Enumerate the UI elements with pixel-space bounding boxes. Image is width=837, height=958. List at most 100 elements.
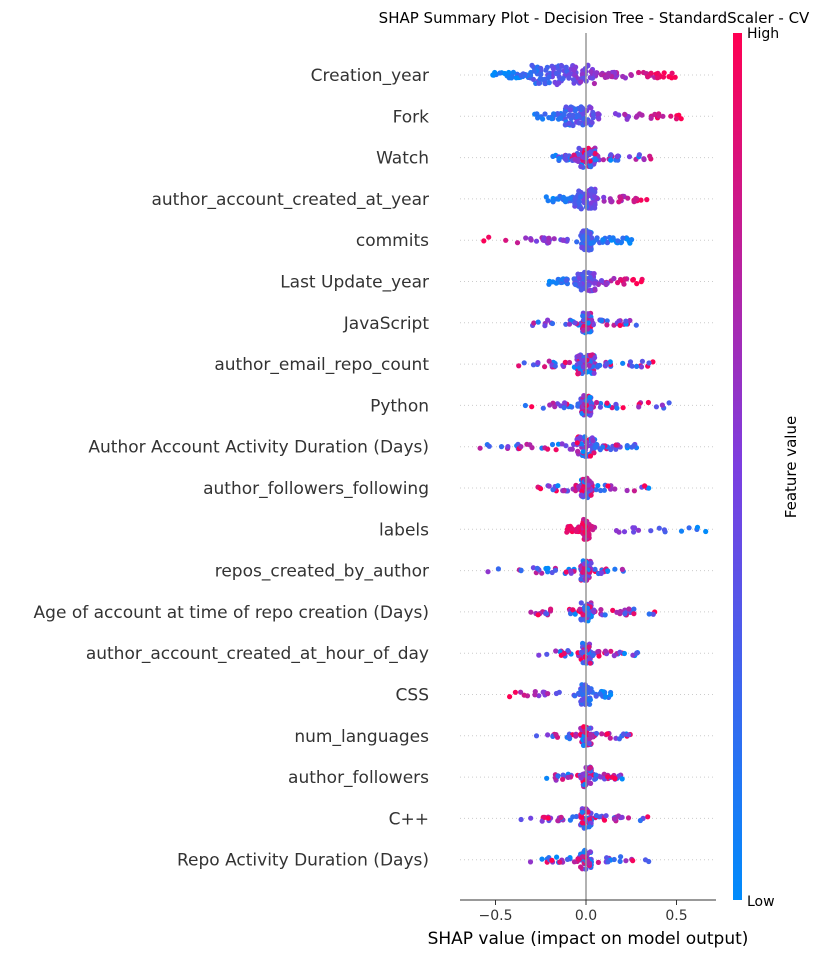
shap-point [605,859,611,865]
shap-point [636,404,642,410]
shap-point [550,198,556,204]
shap-point [587,158,593,164]
shap-point [534,565,540,572]
shap-point [530,362,537,368]
shap-point [624,487,630,494]
shap-point [604,400,610,406]
shap-point [495,566,501,572]
shap-point [580,742,587,749]
feature-points [485,558,626,583]
shap-point [539,856,545,862]
shap-point [626,606,632,612]
shap-point [555,773,561,779]
shap-point [650,611,656,617]
shap-point [540,405,546,411]
shap-point [632,525,638,531]
shap-point [612,486,618,492]
shap-point [660,113,666,119]
shap-point [538,486,544,492]
shap-point [587,731,594,738]
shap-point [638,279,644,285]
shap-point [686,525,692,531]
shap-point [556,80,562,86]
shap-point [581,323,587,329]
shap-point [579,71,586,77]
shap-point [566,75,572,81]
feature-label: Fork [393,107,430,127]
shap-point [628,72,634,78]
shap-point [512,689,519,695]
shap-point [492,69,498,76]
shap-point [578,864,584,870]
shap-point [646,360,652,366]
shap-point [578,163,584,170]
shap-point [531,68,538,74]
shap-point [580,154,586,160]
shap-point [605,568,611,574]
shap-point [580,449,586,455]
shap-point [580,640,586,646]
shap-point [644,197,650,203]
feature-label: Python [370,396,429,416]
shap-point [589,120,595,126]
shap-point [579,809,585,815]
shap-point [518,567,524,573]
shap-point [497,70,503,76]
shap-point [540,116,546,122]
shap-point [620,360,626,366]
shap-point [603,281,609,288]
shap-point [535,115,541,121]
shap-point [613,442,619,448]
shap-point [523,235,529,241]
shap-point [669,70,675,76]
shap-point [549,320,556,327]
shap-point [545,317,551,323]
shap-point [545,691,551,697]
shap-point [566,359,573,366]
shap-point [486,443,492,449]
feature-label: CSS [396,686,429,706]
shap-point [578,441,585,447]
data-points [477,62,709,872]
shap-point [561,650,567,657]
shap-point [587,660,593,666]
shap-point [603,813,609,819]
shap-point [622,276,628,282]
shap-point [535,612,541,618]
shap-point [619,566,626,573]
shap-point [585,482,591,488]
shap-point [631,488,638,494]
shap-point [571,859,578,865]
shap-point [567,195,573,201]
shap-point [624,443,630,449]
shap-point [585,612,592,618]
x-tick-label: 0.5 [665,908,687,924]
shap-point [641,156,647,162]
shap-point [586,644,592,650]
shap-point [563,64,569,70]
shap-point [588,69,594,75]
shap-point [546,235,552,241]
shap-point [608,152,614,158]
shap-point [564,529,570,535]
shap-point [529,62,535,68]
shap-point [568,568,574,574]
feature-points [528,600,658,624]
shap-point [593,70,600,76]
shap-point [595,859,602,866]
shap-point [543,67,549,73]
shap-point [560,75,566,82]
shap-point [569,446,575,452]
shap-point [556,277,562,283]
shap-point [601,198,607,204]
feature-points [533,724,633,749]
shap-point [572,611,578,617]
shap-point [634,363,640,369]
shap-point [536,652,542,658]
shap-point [579,814,585,820]
shap-point [668,113,674,119]
shap-point [654,75,661,81]
shap-point [577,360,583,366]
shap-point [580,237,586,243]
shap-point [586,740,592,747]
